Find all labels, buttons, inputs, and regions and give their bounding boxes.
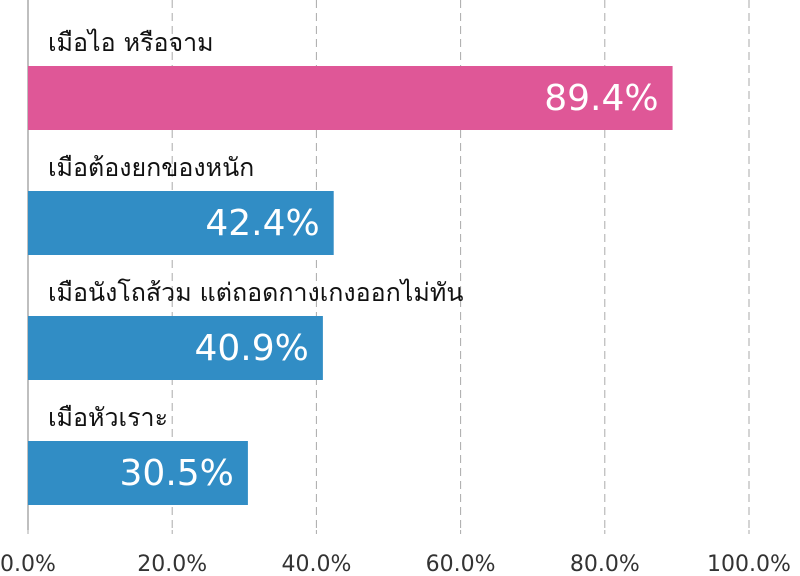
value-label: 40.9%	[195, 328, 309, 369]
value-label: 30.5%	[120, 453, 234, 494]
x-tick-label: 40.0%	[281, 552, 351, 576]
category-label: เมือนังโถส้วม แต่ถอดกางเกงออกไม่ทัน	[48, 278, 463, 307]
bar	[28, 316, 323, 380]
value-label: 42.4%	[205, 203, 319, 244]
category-label: เมือต้องยกของหนัก	[48, 153, 254, 182]
value-label: 89.4%	[544, 78, 658, 119]
category-label: เมือหัวเราะ	[48, 403, 168, 432]
category-label: เมือไอ หรือจาม	[48, 28, 214, 57]
x-tick-label: 100.0%	[707, 552, 791, 576]
x-tick-label: 60.0%	[426, 552, 496, 576]
x-tick-label: 80.0%	[570, 552, 640, 576]
x-tick-label: 20.0%	[137, 552, 207, 576]
bar	[28, 66, 673, 130]
bar	[28, 441, 248, 505]
x-tick-label: 0.0%	[0, 552, 56, 576]
bar	[28, 191, 334, 255]
